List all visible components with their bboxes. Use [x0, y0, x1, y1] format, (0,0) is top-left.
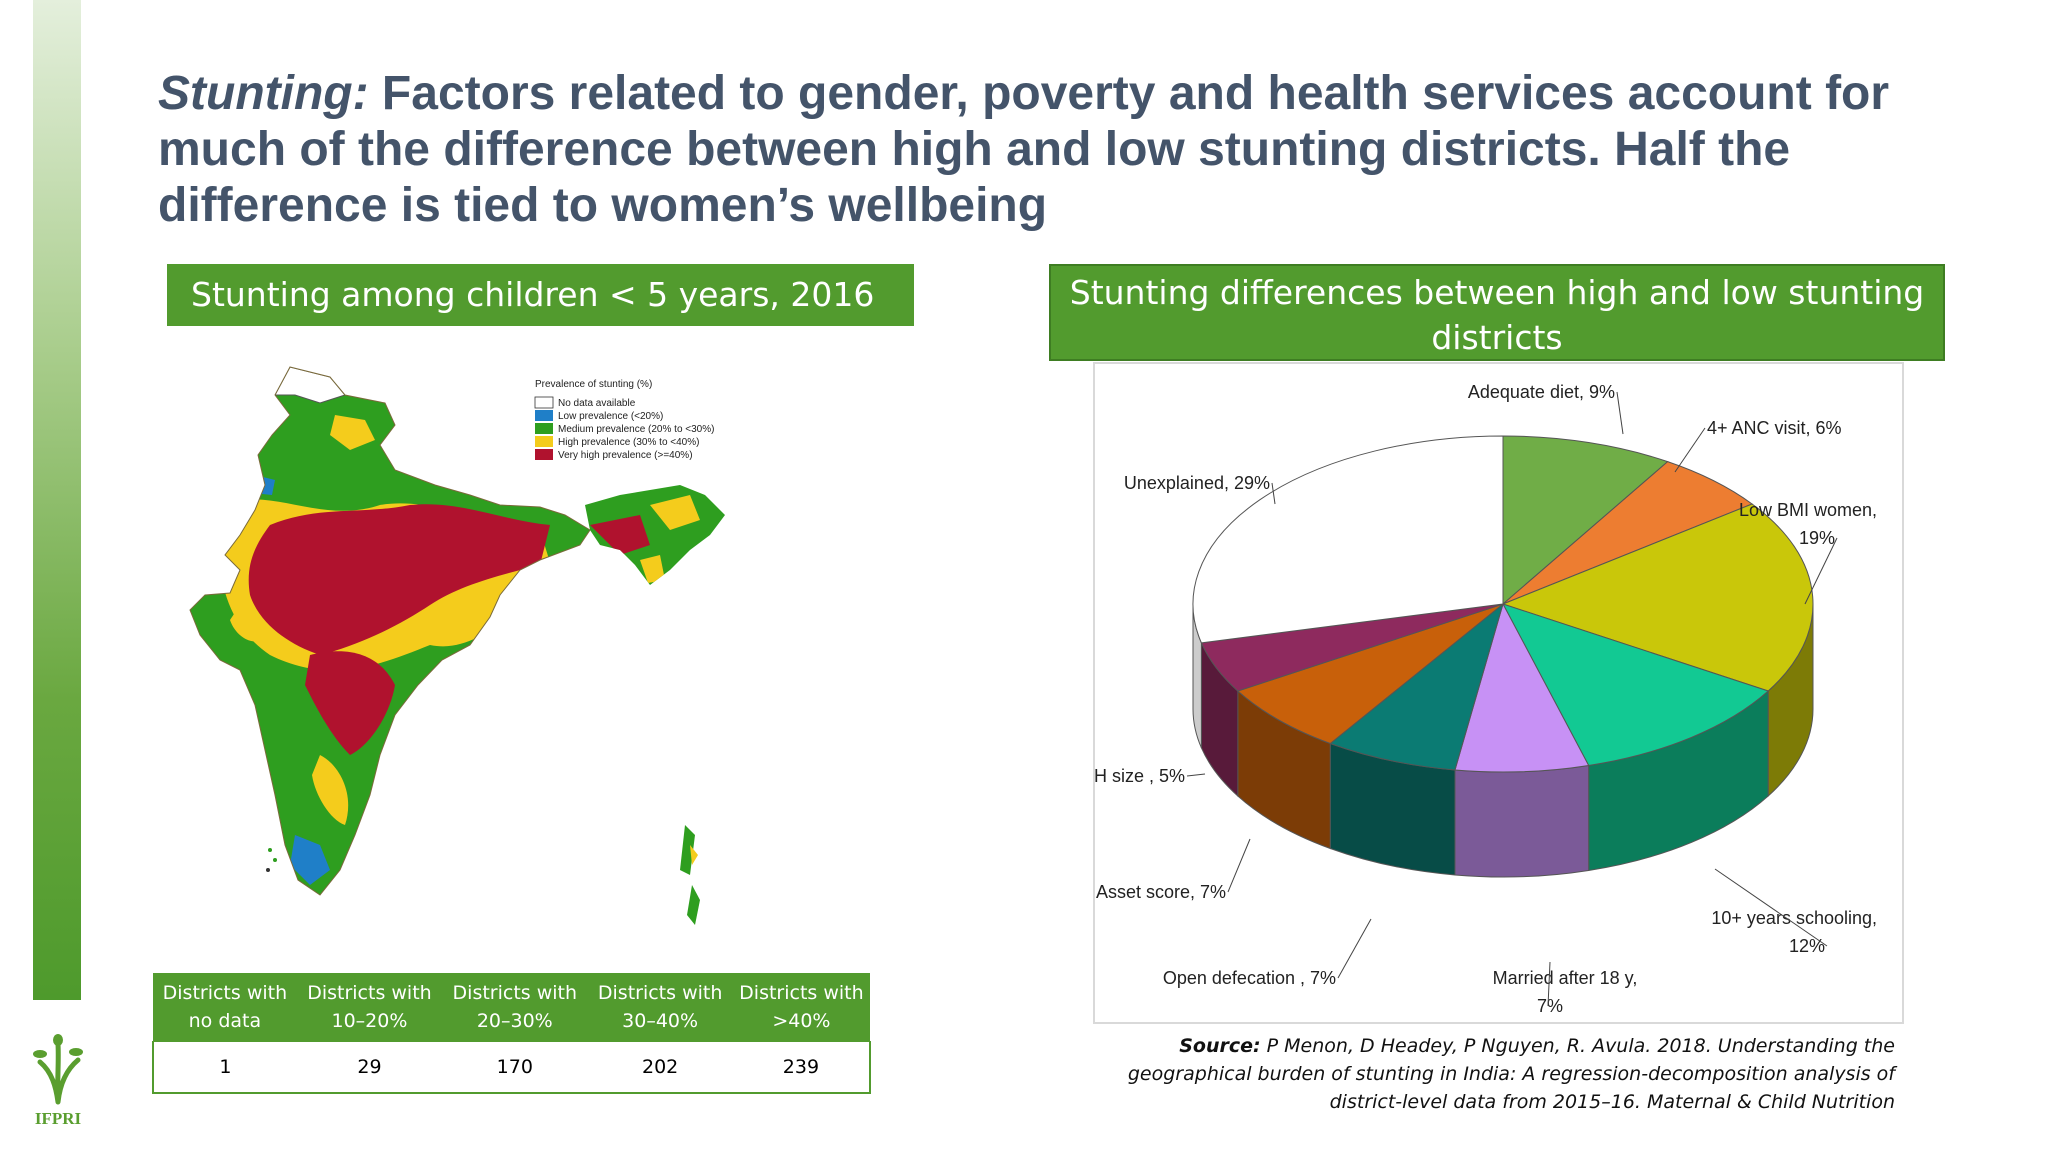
pie-label: Married after 18 y,	[1493, 968, 1638, 988]
ifpri-logo-icon: IFPRI	[33, 1034, 83, 1128]
logo-text: IFPRI	[35, 1109, 82, 1128]
pie-label: 4+ ANC visit, 6%	[1707, 418, 1842, 438]
title-rest: Factors related to gender, poverty and h…	[158, 67, 1890, 232]
pie-label: Asset score, 7%	[1096, 882, 1226, 902]
table-cell: 170	[442, 1041, 588, 1094]
map-legend-item: Low prevalence (<20%)	[558, 411, 663, 422]
pie-label: Low BMI women,	[1739, 500, 1877, 520]
pie-leader-line	[1337, 918, 1372, 979]
source-citation: Source: P Menon, D Headey, P Nguyen, R. …	[1090, 1032, 1895, 1116]
pie-leader-line	[1616, 391, 1624, 435]
india-stunting-map: Prevalence of stunting (%) No data avail…	[180, 355, 780, 970]
ifpri-logo: IFPRI	[30, 1032, 86, 1128]
legend-swatch-very-high	[535, 449, 553, 460]
pie-label: Open defecation , 7%	[1163, 968, 1336, 988]
pie-label: 19%	[1799, 528, 1835, 548]
pie-leader-line	[1714, 868, 1828, 947]
pie-slices	[1192, 435, 1814, 773]
pie-chart-panel: Adequate diet, 9% 4+ ANC visit, 6% Low BMI…	[1081, 362, 1904, 1024]
map-legend: No data available Low prevalence (<20%) …	[534, 396, 714, 461]
table-row: 1 29 170 202 239	[152, 1041, 872, 1094]
map-svg: Prevalence of stunting (%) No data avail…	[189, 366, 725, 925]
pie-leader-line	[1804, 537, 1838, 605]
table-cell: 239	[732, 1041, 872, 1094]
table-cell: 202	[587, 1041, 733, 1094]
pie-label: 10+ years schooling,	[1711, 908, 1877, 928]
pie-leader-line	[1674, 427, 1706, 473]
table-cell: 29	[296, 1041, 443, 1094]
pie-chart: Adequate diet, 9% 4+ ANC visit, 6% Low BMI…	[1081, 382, 1877, 1016]
pie-label: Unexplained, 29%	[1124, 473, 1270, 493]
district-counts-table: Districts with no data Districts with 10…	[152, 973, 872, 1094]
pie-slice	[1501, 603, 1770, 767]
pie-slice	[1192, 435, 1504, 644]
pie-side-wall	[1454, 764, 1590, 878]
legend-swatch-medium	[535, 423, 553, 434]
title-lead: Stunting:	[158, 67, 369, 120]
pie-label: 12%	[1789, 936, 1825, 956]
table-header-row: Districts with no data Districts with 10…	[153, 973, 870, 1042]
legend-swatch-none	[534, 396, 554, 409]
map-legend-title: Prevalence of stunting (%)	[535, 379, 652, 390]
pie-slice	[1502, 435, 1669, 606]
table-header-cell: Districts with 30–40%	[587, 973, 733, 1042]
pie-slice	[1329, 602, 1504, 771]
pie-slice	[1501, 503, 1814, 692]
map-legend-item: Very high prevalence (>=40%)	[558, 450, 693, 461]
pie-label: 7%	[1537, 996, 1563, 1016]
map-legend-item: Medium prevalence (20% to <30%)	[558, 424, 714, 435]
pie-label: Adequate diet, 9%	[1468, 382, 1615, 402]
pie-leader-line	[1271, 482, 1276, 505]
pie-leader-line	[1547, 961, 1551, 1007]
slide-title: Stunting: Factors related to gender, pov…	[158, 66, 2018, 234]
chart-banner: Stunting differences between high and lo…	[1049, 264, 1945, 361]
table-header-cell: Districts with >40%	[732, 973, 870, 1042]
map-legend-item: High prevalence (30% to <40%)	[558, 437, 699, 448]
left-accent-bar	[33, 0, 81, 1000]
pie-slice	[1236, 603, 1504, 745]
pie-leader-line	[1186, 773, 1206, 777]
legend-swatch-high	[535, 436, 553, 447]
source-label: Source:	[1179, 1035, 1261, 1057]
table-header-cell: Districts with no data	[153, 973, 297, 1042]
table-header-cell: Districts with 10–20%	[296, 973, 443, 1042]
pie-leader-line	[1227, 838, 1251, 893]
table-cell: 1	[152, 1041, 297, 1094]
source-text: P Menon, D Headey, P Nguyen, R. Avula. 2…	[1127, 1035, 1895, 1113]
table-header-cell: Districts with 20–30%	[442, 973, 588, 1042]
pie-labels: Adequate diet, 9% 4+ ANC visit, 6% Low BMI…	[1081, 382, 1877, 1016]
pie-label: HH size , 5%	[1095, 766, 1185, 786]
legend-swatch-low	[535, 410, 553, 421]
map-banner: Stunting among children < 5 years, 2016	[167, 264, 914, 326]
map-legend-item: No data available	[558, 398, 636, 409]
pie-slice	[1454, 602, 1590, 773]
